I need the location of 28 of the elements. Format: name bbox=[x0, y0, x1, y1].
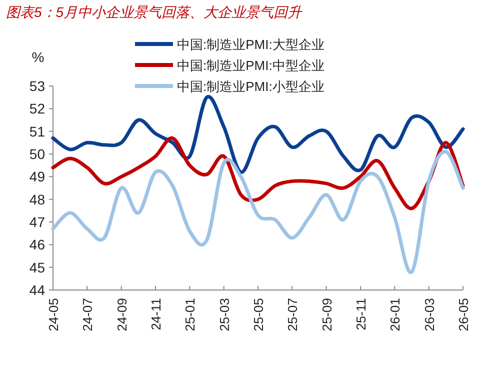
x-tick-label: 24-11 bbox=[148, 298, 164, 330]
y-tick-label: 50 bbox=[29, 146, 46, 162]
x-tick-label: 26-01 bbox=[388, 298, 403, 332]
chart-title: 图表5：5月中小企业景气回落、大企业景气回升 bbox=[6, 4, 303, 20]
x-tick-label: 24-07 bbox=[80, 298, 96, 332]
x-tick-label: 24-09 bbox=[114, 298, 130, 332]
y-tick-label: 53 bbox=[29, 78, 46, 94]
x-tick-label: 25-09 bbox=[319, 298, 334, 332]
y-tick-label: 52 bbox=[29, 100, 46, 117]
y-axis-title: % bbox=[32, 49, 44, 65]
x-tick-label: 25-03 bbox=[216, 298, 232, 332]
x-tick-label: 25-11 bbox=[354, 298, 368, 330]
y-tick-label: 51 bbox=[29, 123, 46, 140]
legend-label: 中国:制造业PMI:小型企业 bbox=[177, 79, 324, 94]
y-tick-label: 49 bbox=[29, 168, 46, 185]
legend-label: 中国:制造业PMI:中型企业 bbox=[177, 58, 324, 73]
x-tick-label: 25-07 bbox=[285, 298, 300, 332]
y-tick-label: 48 bbox=[29, 191, 46, 208]
x-tick-label: 26-03 bbox=[422, 298, 437, 332]
legend-label: 中国:制造业PMI:大型企业 bbox=[177, 37, 324, 52]
x-tick-label: 25-01 bbox=[182, 298, 198, 332]
x-tick-label: 24-05 bbox=[46, 298, 61, 332]
x-tick-label: 25-05 bbox=[251, 298, 266, 332]
y-tick-label: 45 bbox=[29, 259, 46, 276]
x-tick-label: 26-05 bbox=[456, 298, 471, 332]
y-tick-label: 44 bbox=[29, 282, 46, 298]
y-tick-label: 47 bbox=[29, 214, 46, 230]
y-tick-label: 46 bbox=[29, 236, 46, 253]
